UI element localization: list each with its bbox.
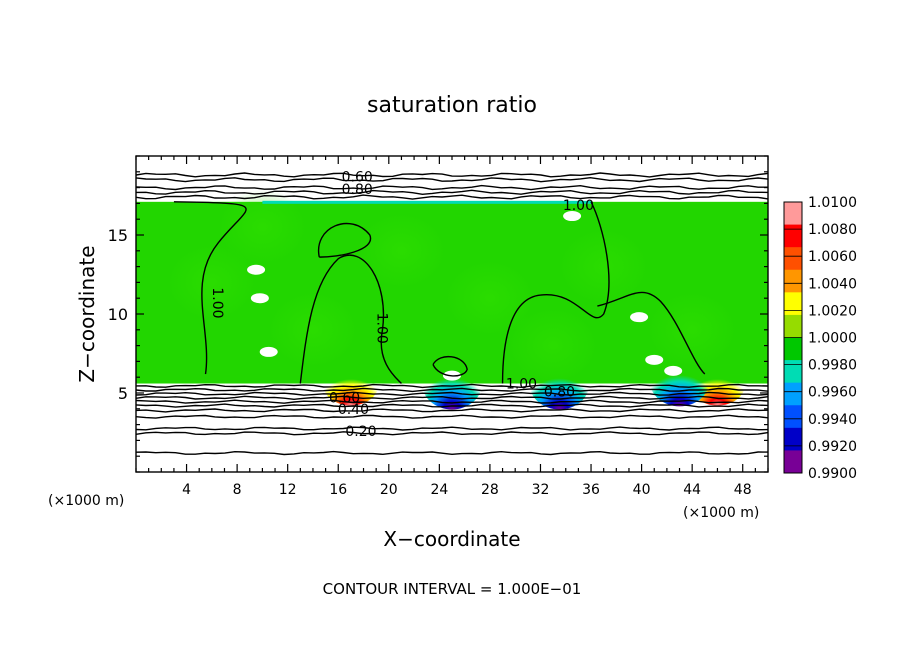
- x-tick-label: 40: [633, 482, 651, 498]
- y-tick-label: 15: [108, 226, 128, 245]
- field-texture: [558, 228, 649, 305]
- x-tick-label: 8: [233, 482, 242, 498]
- x-tick-label: 4: [182, 482, 191, 498]
- x-tick-label: 12: [279, 482, 297, 498]
- contour-labels: 0.600.801.001.001.001.00 0.800.600.400.20: [209, 170, 594, 440]
- cloud-top-rim: [262, 200, 592, 204]
- lower-contour: [136, 391, 768, 397]
- subsaturation-spot: [529, 357, 590, 410]
- colorbar-label: 0.9900: [808, 466, 857, 482]
- colorbar-label: 1.0020: [808, 303, 857, 319]
- contour-label: 1.00: [209, 287, 225, 318]
- x-tick-label: 20: [380, 482, 398, 498]
- contour-lines: [136, 172, 768, 456]
- colorbar-label: 1.0000: [808, 331, 857, 347]
- x-axis-title: X−coordinate: [383, 527, 520, 551]
- lower-contour: [136, 399, 768, 404]
- colorbar-label: 0.9940: [808, 412, 857, 428]
- contour-label: 0.80: [342, 182, 373, 198]
- lower-contour: [136, 426, 768, 431]
- contour-1.00: [299, 254, 402, 385]
- upper-contour: [136, 184, 768, 191]
- colorbar-swatch: [784, 202, 802, 226]
- colorbar-label: 0.9980: [808, 358, 857, 374]
- dry-pocket: [664, 365, 683, 376]
- colorbar: 1.0100 1.0080 1.0060 1.0040 1.0020 1.0000 0.99…: [783, 195, 857, 482]
- field-texture: [217, 189, 308, 266]
- chart-title: saturation ratio: [367, 93, 537, 118]
- dry-pocket: [630, 312, 649, 323]
- contour-label: 0.60: [342, 170, 373, 186]
- dry-pocket: [259, 346, 278, 357]
- x-tick-label: 44: [683, 482, 701, 498]
- colorbar-label: 0.9920: [808, 439, 857, 455]
- x-tick-label: 28: [481, 482, 499, 498]
- colorbar-swatch: [784, 337, 802, 361]
- colorbar-swatch: [784, 269, 802, 293]
- upper-contour: [136, 176, 768, 183]
- y-axis: 5 10 15: [108, 155, 768, 473]
- field-texture: [647, 291, 738, 368]
- upper-contour: [136, 172, 768, 178]
- lower-contour: [136, 395, 768, 401]
- x-axis: 4 8 12 16 20 24 28 32 36 40 44 48: [135, 156, 769, 498]
- lower-contour: [136, 403, 768, 408]
- field-texture: [267, 291, 358, 368]
- x-tick-label: 24: [430, 482, 448, 498]
- contour-label: 0.40: [338, 402, 369, 418]
- colorbar-label: 1.0060: [808, 249, 857, 265]
- contour-1.00: [432, 356, 468, 377]
- field-texture: [444, 260, 535, 337]
- contour-1.00: [173, 201, 247, 375]
- x-tick-label: 48: [734, 482, 752, 498]
- colorbar-swatch: [784, 292, 802, 316]
- lower-contour: [136, 408, 768, 413]
- colorbar-swatch: [784, 450, 802, 474]
- contour-label: 1.00: [506, 377, 537, 393]
- lower-contour: [136, 387, 768, 393]
- colorbar-swatch: [784, 360, 802, 384]
- x-tick-label: 16: [329, 482, 347, 498]
- contour-interval-note: CONTOUR INTERVAL = 1.000E−01: [323, 580, 582, 598]
- y-tick-label: 10: [108, 305, 128, 324]
- contour-1.00: [317, 222, 372, 258]
- dry-pocket: [247, 264, 266, 275]
- x-unit-right: (×1000 m): [683, 505, 759, 521]
- colorbar-swatch: [784, 247, 802, 271]
- y-axis-title: Z−coordinate: [75, 245, 99, 382]
- colorbar-label: 1.0100: [808, 195, 857, 211]
- lower-contour: [136, 383, 768, 389]
- colorbar-swatch: [784, 427, 802, 451]
- lower-contour: [136, 414, 768, 419]
- colorbar-swatch: [784, 382, 802, 406]
- x-tick-label: 32: [532, 482, 550, 498]
- contour-label: 1.00: [373, 313, 389, 344]
- x-tick-label: 36: [582, 482, 600, 498]
- colorbar-label: 1.0040: [808, 276, 857, 292]
- contour-label: 0.60: [329, 391, 360, 407]
- lower-contour: [136, 450, 768, 456]
- dry-pocket: [563, 211, 582, 222]
- upper-contour: [136, 194, 768, 200]
- upper-contour: [136, 189, 768, 196]
- dry-pocket: [645, 354, 664, 365]
- colorbar-swatch: [784, 405, 802, 429]
- contour-label: 1.00: [563, 198, 594, 214]
- contour-label: 0.80: [544, 384, 575, 400]
- y-tick-label: 5: [118, 384, 128, 403]
- heatmap-field: [136, 189, 768, 410]
- dry-pocket: [250, 293, 269, 304]
- contour-label: 0.20: [345, 424, 376, 440]
- contour-1.00: [597, 291, 706, 375]
- colorbar-swatch: [784, 314, 802, 338]
- x-unit-left: (×1000 m): [48, 493, 124, 509]
- lower-contour: [136, 431, 768, 436]
- field-texture: [166, 244, 257, 321]
- contour-1.00: [501, 201, 610, 384]
- colorbar-label: 1.0080: [808, 222, 857, 238]
- field-texture: [356, 212, 447, 289]
- colorbar-label: 0.9960: [808, 385, 857, 401]
- colorbar-swatch: [784, 224, 802, 248]
